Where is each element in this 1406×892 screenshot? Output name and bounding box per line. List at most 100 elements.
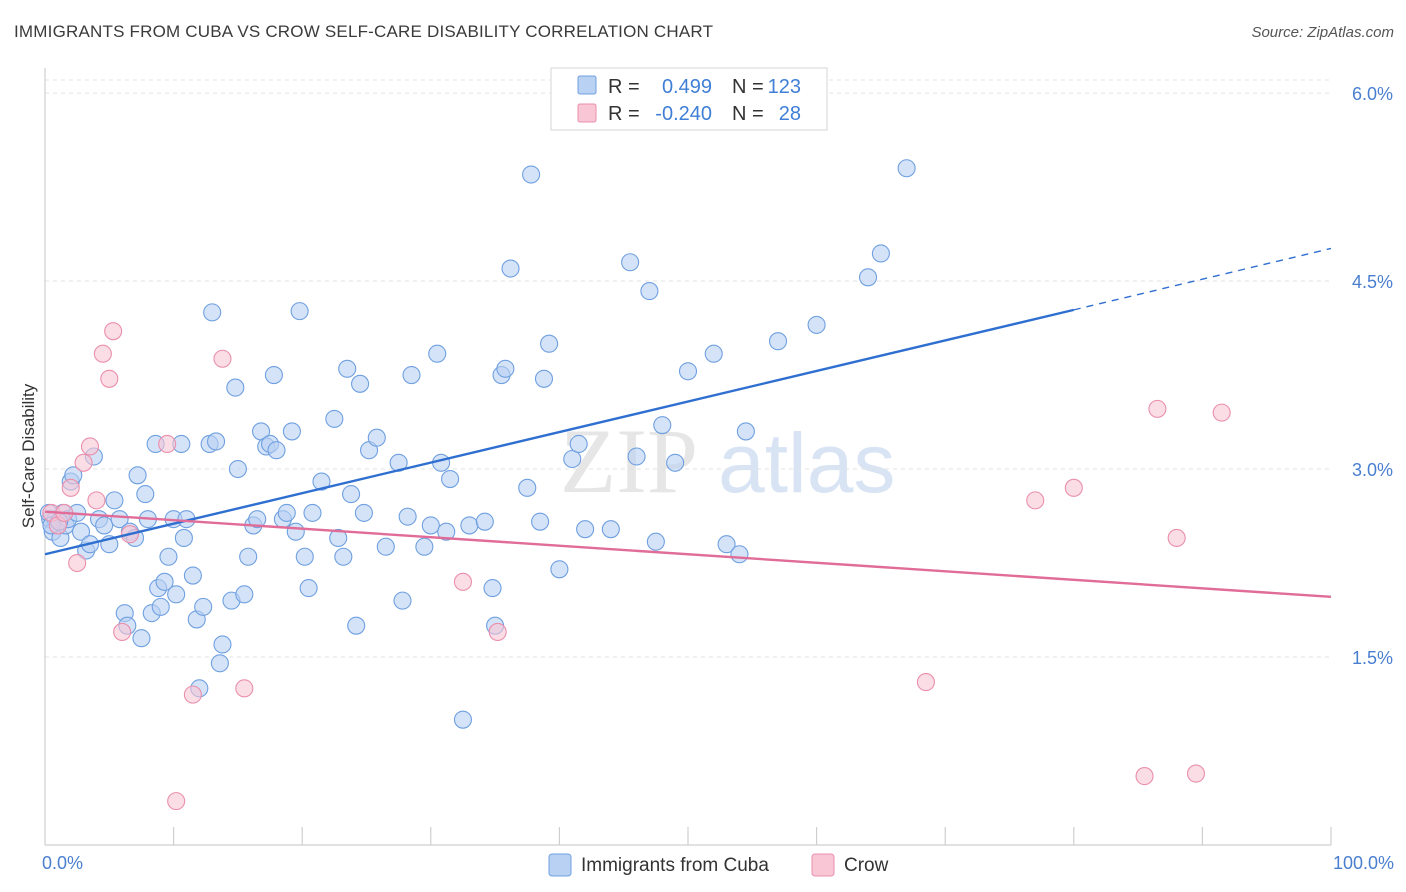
x-tick-label-min: 0.0% bbox=[42, 853, 83, 873]
point-immigrants-from-cuba bbox=[226, 378, 245, 397]
x-ticks bbox=[173, 827, 1332, 845]
point-immigrants-from-cuba bbox=[239, 547, 258, 566]
point-immigrants-from-cuba bbox=[128, 466, 147, 485]
point-immigrants-from-cuba bbox=[95, 516, 114, 535]
y-axis-title: Self-Care Disability bbox=[19, 383, 38, 528]
point-immigrants-from-cuba bbox=[136, 485, 155, 504]
bottom-legend-label-crow: Crow bbox=[844, 855, 889, 876]
point-immigrants-from-cuba bbox=[347, 616, 366, 635]
point-crow bbox=[61, 478, 80, 497]
point-immigrants-from-cuba bbox=[475, 512, 494, 531]
point-immigrants-from-cuba bbox=[71, 522, 91, 541]
point-immigrants-from-cuba bbox=[704, 344, 723, 363]
legend-n-label-crow: N = bbox=[732, 103, 764, 125]
point-crow bbox=[80, 437, 100, 456]
point-immigrants-from-cuba bbox=[621, 253, 640, 272]
point-crow bbox=[1148, 399, 1167, 418]
point-immigrants-from-cuba bbox=[646, 532, 665, 551]
point-immigrants-from-cuba bbox=[428, 344, 447, 363]
trend-line-cuba bbox=[44, 308, 1075, 556]
point-immigrants-from-cuba bbox=[563, 449, 582, 469]
point-immigrants-from-cuba bbox=[441, 470, 460, 489]
point-immigrants-from-cuba bbox=[496, 359, 515, 378]
point-immigrants-from-cuba bbox=[518, 478, 537, 497]
point-immigrants-from-cuba bbox=[151, 597, 170, 616]
point-immigrants-from-cuba bbox=[768, 332, 788, 351]
point-crow bbox=[93, 344, 112, 363]
legend-r-value-cuba: 0.499 bbox=[662, 76, 712, 98]
point-immigrants-from-cuba bbox=[210, 654, 229, 673]
y-tick-label: 1.5% bbox=[1352, 648, 1393, 668]
point-crow bbox=[68, 553, 87, 573]
point-crow bbox=[488, 622, 507, 642]
point-immigrants-from-cuba bbox=[858, 268, 878, 287]
point-immigrants-from-cuba bbox=[206, 432, 226, 451]
point-immigrants-from-cuba bbox=[334, 547, 353, 566]
point-immigrants-from-cuba bbox=[717, 535, 736, 554]
point-immigrants-from-cuba bbox=[367, 428, 386, 447]
point-immigrants-from-cuba bbox=[483, 579, 502, 598]
bottom-legend-swatch-crow bbox=[811, 853, 835, 877]
point-crow bbox=[100, 369, 119, 388]
point-immigrants-from-cuba bbox=[235, 585, 254, 604]
point-immigrants-from-cuba bbox=[159, 547, 178, 566]
point-immigrants-from-cuba bbox=[666, 453, 685, 472]
point-immigrants-from-cuba bbox=[132, 629, 151, 648]
point-immigrants-from-cuba bbox=[282, 422, 301, 441]
point-immigrants-from-cuba bbox=[678, 362, 698, 381]
point-immigrants-from-cuba bbox=[501, 259, 520, 278]
point-crow bbox=[1135, 767, 1154, 786]
point-immigrants-from-cuba bbox=[421, 516, 440, 535]
point-immigrants-from-cuba bbox=[105, 491, 124, 510]
point-immigrants-from-cuba bbox=[338, 359, 357, 378]
bottom-legend-swatch-cuba bbox=[548, 853, 572, 877]
point-crow bbox=[1167, 528, 1186, 548]
point-crow bbox=[916, 673, 935, 692]
point-crow bbox=[1186, 764, 1206, 783]
point-immigrants-from-cuba bbox=[736, 422, 755, 441]
point-immigrants-from-cuba bbox=[402, 365, 421, 385]
legend-n-label-cuba: N = bbox=[732, 76, 764, 98]
point-immigrants-from-cuba bbox=[393, 591, 412, 610]
point-immigrants-from-cuba bbox=[534, 369, 554, 388]
point-immigrants-from-cuba bbox=[437, 522, 456, 541]
point-immigrants-from-cuba bbox=[640, 282, 659, 301]
legend-r-value-crow: -0.240 bbox=[655, 103, 712, 125]
point-immigrants-from-cuba bbox=[248, 510, 267, 529]
point-immigrants-from-cuba bbox=[576, 520, 595, 539]
y-tick-label: 3.0% bbox=[1352, 460, 1393, 480]
point-immigrants-from-cuba bbox=[897, 159, 916, 178]
data-points bbox=[39, 159, 1231, 811]
point-crow bbox=[213, 349, 232, 368]
bottom-legend-label-cuba: Immigrants from Cuba bbox=[581, 855, 769, 876]
point-immigrants-from-cuba bbox=[303, 503, 322, 522]
point-immigrants-from-cuba bbox=[213, 635, 232, 654]
point-crow bbox=[167, 792, 186, 811]
point-immigrants-from-cuba bbox=[354, 503, 373, 522]
point-immigrants-from-cuba bbox=[531, 512, 550, 531]
legend-n-value-cuba: 123 bbox=[768, 76, 801, 98]
point-immigrants-from-cuba bbox=[398, 507, 417, 526]
point-immigrants-from-cuba bbox=[871, 244, 890, 263]
point-immigrants-from-cuba bbox=[264, 365, 283, 385]
y-tick-label: 4.5% bbox=[1352, 272, 1393, 292]
legend-r-label-cuba: R = bbox=[608, 76, 640, 98]
point-immigrants-from-cuba bbox=[653, 416, 672, 435]
trend-line-cuba-extension bbox=[1073, 247, 1332, 311]
point-immigrants-from-cuba bbox=[601, 520, 620, 539]
point-crow bbox=[113, 622, 132, 642]
point-immigrants-from-cuba bbox=[295, 547, 314, 566]
point-crow bbox=[87, 491, 106, 510]
point-immigrants-from-cuba bbox=[415, 537, 434, 556]
point-crow bbox=[104, 322, 123, 341]
point-immigrants-from-cuba bbox=[627, 447, 646, 466]
legend-r-label-crow: R = bbox=[608, 103, 640, 125]
legend-swatch-crow bbox=[577, 103, 597, 123]
point-immigrants-from-cuba bbox=[174, 528, 193, 548]
point-immigrants-from-cuba bbox=[807, 315, 826, 334]
point-immigrants-from-cuba bbox=[290, 302, 309, 321]
point-immigrants-from-cuba bbox=[183, 566, 202, 585]
point-crow bbox=[1064, 478, 1083, 497]
point-immigrants-from-cuba bbox=[550, 560, 569, 579]
legend-n-value-crow: 28 bbox=[779, 103, 801, 125]
